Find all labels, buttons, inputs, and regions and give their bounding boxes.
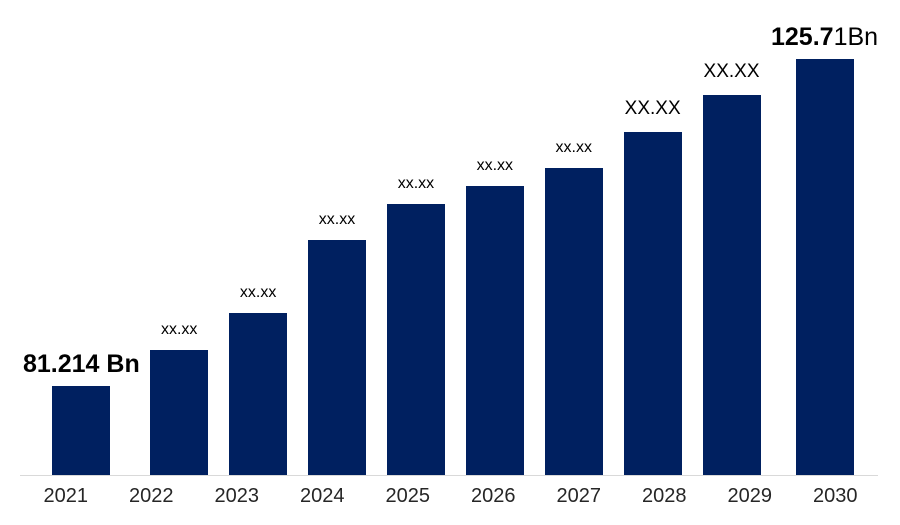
bar-2021 xyxy=(52,386,111,475)
chart-column-2028: XX.XX xyxy=(613,0,692,475)
bar-value-label-regular: XX.XX xyxy=(703,61,760,83)
chart-column-2023: xx.xx xyxy=(219,0,298,475)
bar-value-label-2028: XX.XX xyxy=(624,98,681,120)
x-tick-label-2024: 2024 xyxy=(300,485,345,507)
bar-value-label-2027: xx.xx xyxy=(556,139,592,157)
bar-value-label-bold: 81.214 Bn xyxy=(23,349,140,378)
bar-value-label-2026: xx.xx xyxy=(477,157,513,175)
chart-column-2029: XX.XX xyxy=(692,0,771,475)
x-tick-label-2029: 2029 xyxy=(727,485,773,507)
bar-value-label-regular: xx.xx xyxy=(397,175,435,193)
chart-column-2030: 125.71Bn xyxy=(771,0,878,475)
x-tick-label-2022: 2022 xyxy=(129,485,174,507)
chart-column-2027: xx.xx xyxy=(534,0,613,475)
bar-value-label-regular: xx.xx xyxy=(476,157,514,175)
bar-value-label-regular: xx.xx xyxy=(318,211,356,229)
bar-value-label-regular: xx.xx xyxy=(555,139,592,157)
bar-2024 xyxy=(308,240,367,475)
chart-column-2022: xx.xx xyxy=(140,0,219,475)
x-tick-label-2027: 2027 xyxy=(556,485,602,507)
bar-2026 xyxy=(465,186,524,475)
bar-value-label-2029: XX.XX xyxy=(703,61,760,83)
x-tick-label-2025: 2025 xyxy=(385,485,431,507)
bar-2023 xyxy=(229,313,288,475)
bar-value-label-regular: xx.xx xyxy=(239,284,277,302)
bar-value-label-2022: xx.xx xyxy=(161,321,197,339)
x-tick-label-2021: 2021 xyxy=(43,485,89,507)
bar-value-label-bold: 125.7 xyxy=(771,22,834,51)
x-tick-label-2023: 2023 xyxy=(214,485,260,507)
bar-2022 xyxy=(150,350,209,475)
bar-2029 xyxy=(702,95,761,475)
bar-value-label-2025: xx.xx xyxy=(398,175,434,193)
bar-value-label-2030: 125.71Bn xyxy=(771,22,879,52)
x-tick-label-2026: 2026 xyxy=(471,485,516,507)
bar-2027 xyxy=(544,168,603,475)
bar-2028 xyxy=(623,132,682,475)
chart-column-2024: xx.xx xyxy=(298,0,377,475)
x-tick-label-2030: 2030 xyxy=(813,485,858,507)
bar-2030 xyxy=(795,59,854,475)
bar-value-label-2024: xx.xx xyxy=(319,211,355,229)
bar-value-label-2023: xx.xx xyxy=(240,284,276,302)
x-tick-label-2028: 2028 xyxy=(642,485,687,507)
bar-value-label-regular: xx.xx xyxy=(160,321,198,339)
bar-2025 xyxy=(386,204,445,475)
chart-column-2026: xx.xx xyxy=(455,0,534,475)
x-axis-tick-labels: 2021 2022 2023 2024 2025 2026 2027 2028 2029 2030 xyxy=(23,484,878,508)
chart-column-2021: 81.214 Bn xyxy=(23,0,140,475)
chart-column-2025: xx.xx xyxy=(376,0,455,475)
x-axis-line xyxy=(20,475,878,476)
bar-value-label-regular: 1Bn xyxy=(833,22,879,51)
bar-value-label-2021: 81.214 Bn xyxy=(23,349,140,379)
bar-value-label-regular: XX.XX xyxy=(624,98,681,120)
plot-area: 81.214 Bn xx.xx xx.xx xx.xx xx.xx xx.xx xx.xx X… xyxy=(23,0,878,475)
